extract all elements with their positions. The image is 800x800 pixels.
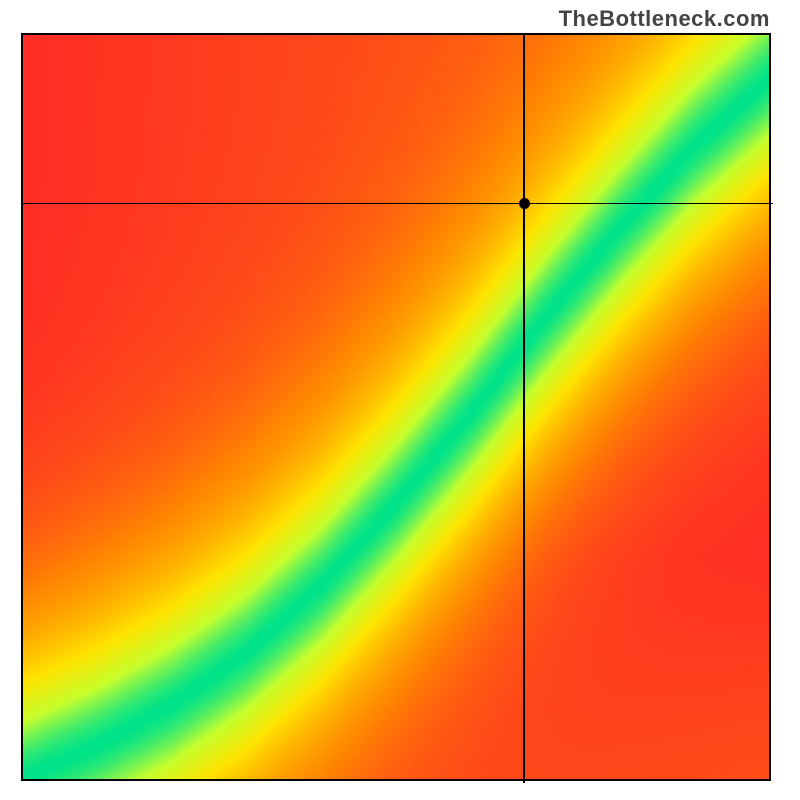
watermark-text: TheBottleneck.com bbox=[559, 6, 770, 32]
heatmap-canvas bbox=[23, 35, 769, 779]
crosshair-vertical bbox=[523, 35, 525, 783]
crosshair-horizontal bbox=[23, 203, 773, 205]
crosshair-dot bbox=[519, 198, 530, 209]
plot-frame bbox=[21, 33, 771, 781]
